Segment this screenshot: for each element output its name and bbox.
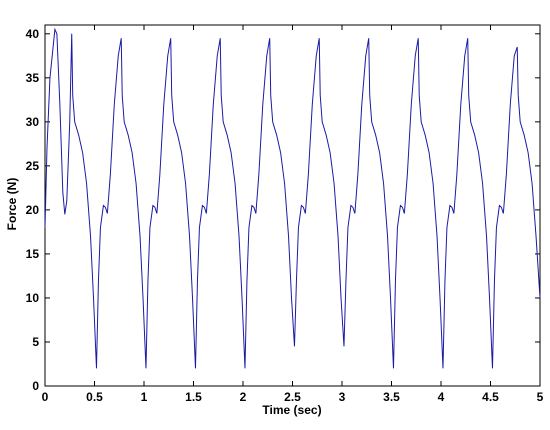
data-line: [44, 27, 541, 369]
x-tick-label: 1: [141, 390, 148, 404]
x-axis-label: Time (sec): [262, 403, 321, 417]
y-axis-label: Force (N): [5, 178, 19, 231]
x-tick-label: 0.5: [86, 390, 103, 404]
y-tick-label: 40: [26, 27, 40, 41]
y-tick-label: 35: [26, 71, 40, 85]
plot-area: [44, 24, 541, 387]
x-tick-label: 3.5: [383, 390, 400, 404]
x-tick-label: 2: [240, 390, 247, 404]
x-tick-label: 4: [438, 390, 445, 404]
x-tick-label: 0: [42, 390, 49, 404]
x-tick-label: 4.5: [482, 390, 499, 404]
x-tick-label: 3: [339, 390, 346, 404]
y-tick-label: 5: [32, 335, 39, 349]
y-tick-label: 30: [26, 115, 40, 129]
y-tick-label: 0: [32, 379, 39, 393]
y-tick-label: 20: [26, 203, 40, 217]
y-tick-label: 15: [26, 247, 40, 261]
y-tick-label: 10: [26, 291, 40, 305]
x-tick-label: 1.5: [185, 390, 202, 404]
x-tick-label: 2.5: [284, 390, 301, 404]
y-tick-label: 25: [26, 159, 40, 173]
x-tick-label: 5: [537, 390, 544, 404]
